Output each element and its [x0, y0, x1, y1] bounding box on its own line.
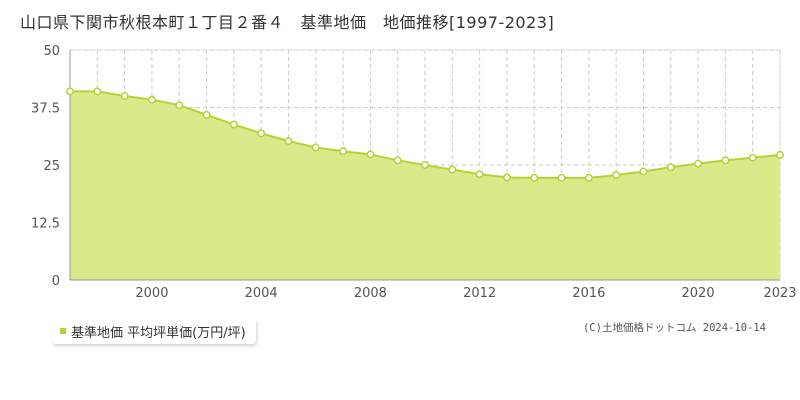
chart-title: 山口県下関市秋根本町１丁目２番４ 基準地価 地価推移[1997-2023]	[20, 13, 555, 32]
y-tick-label: 50	[43, 44, 60, 59]
data-point	[284, 137, 293, 146]
data-point	[421, 161, 429, 169]
data-point	[694, 159, 703, 168]
x-tick-label: 2020	[682, 286, 715, 301]
x-tick-labels: 2000 2004 2008 2012 2016 2020 2023	[135, 286, 796, 301]
data-point	[339, 147, 348, 156]
legend-label: 基準地価 平均坪単価(万円/坪)	[71, 325, 246, 341]
data-point	[721, 156, 730, 165]
data-point	[93, 87, 102, 96]
series-points	[66, 87, 784, 182]
legend: 基準地価 平均坪単価(万円/坪)	[52, 318, 256, 344]
data-point	[475, 170, 484, 179]
data-point	[639, 167, 648, 176]
data-point	[502, 173, 511, 182]
data-point	[584, 173, 593, 182]
data-point	[311, 143, 320, 152]
data-point	[666, 163, 675, 172]
data-point	[229, 120, 238, 129]
data-point	[748, 153, 757, 162]
y-tick-label: 25	[43, 159, 60, 174]
data-point	[147, 95, 156, 104]
data-point	[120, 92, 129, 100]
data-point	[530, 173, 539, 182]
legend-swatch	[60, 328, 66, 334]
data-point	[557, 173, 566, 182]
data-point	[66, 87, 74, 96]
x-tick-label: 2000	[135, 286, 168, 301]
x-tick-label: 2012	[463, 286, 496, 301]
data-point	[776, 150, 784, 159]
y-tick-label: 12.5	[31, 217, 60, 232]
y-tick-labels: 0 12.5 25 37.5 50	[31, 44, 60, 289]
data-point	[448, 165, 457, 174]
x-tick-label: 2023	[763, 286, 796, 301]
data-point	[175, 101, 184, 110]
data-point	[612, 171, 621, 180]
data-point	[257, 129, 266, 138]
data-point	[393, 156, 402, 165]
data-point	[366, 150, 375, 159]
copyright-text: (C)土地価格ドットコム 2024-10-14	[582, 322, 766, 334]
data-point	[202, 110, 211, 119]
y-tick-label: 0	[52, 274, 60, 289]
x-tick-label: 2004	[245, 286, 278, 301]
x-tick-label: 2016	[572, 286, 605, 301]
series-area	[70, 91, 780, 281]
y-tick-label: 37.5	[31, 102, 60, 117]
x-tick-label: 2008	[354, 286, 387, 301]
